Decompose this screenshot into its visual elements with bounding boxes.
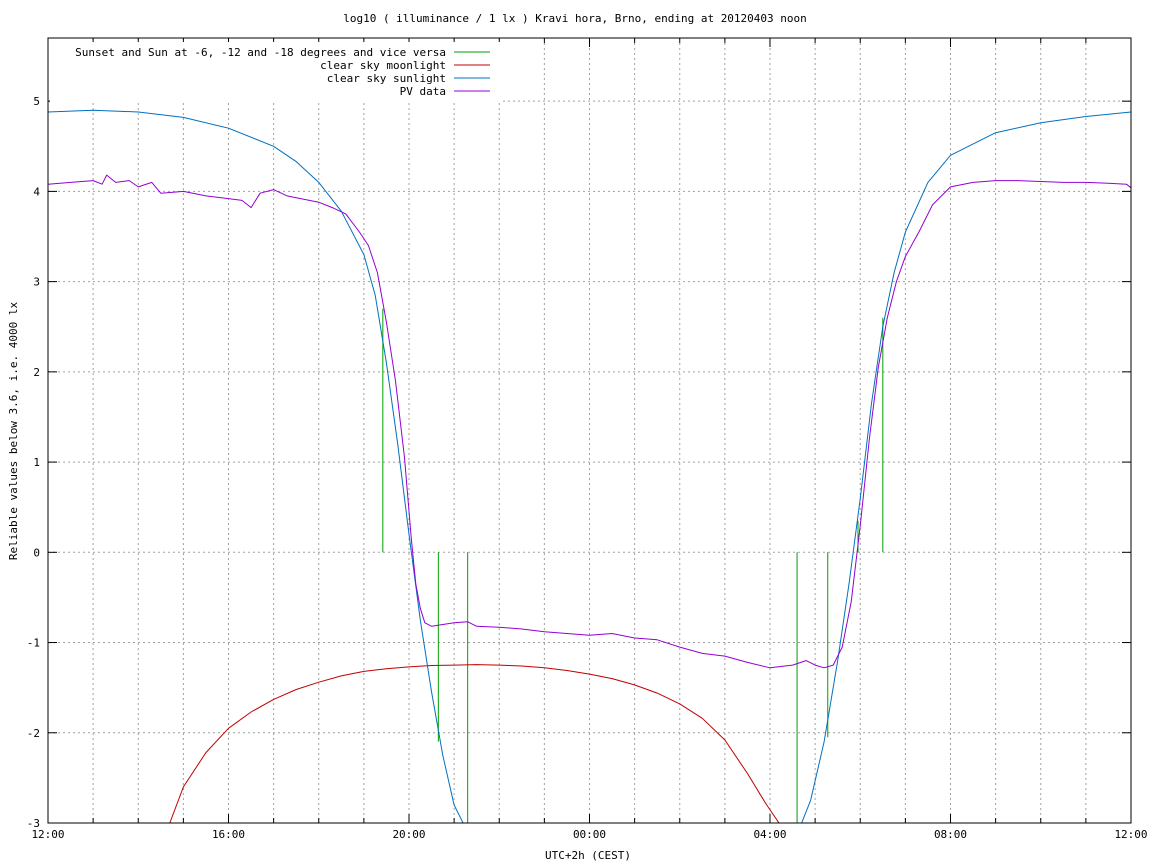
legend-label: clear sky moonlight [320,59,446,72]
y-tick-label: 0 [33,546,40,559]
x-axis-label: UTC+2h (CEST) [545,849,631,862]
legend: Sunset and Sun at -6, -12 and -18 degree… [75,46,490,98]
grid [48,38,1131,823]
y-tick-label: 5 [33,95,40,108]
x-tick-label: 20:00 [392,828,425,841]
y-axis-label: Reliable values below 3.6, i.e. 4000 lx [7,301,20,560]
y-tick-label: 2 [33,366,40,379]
plot-area [48,109,1131,823]
y-tick-label: -3 [27,817,40,830]
moonlight-line [169,664,780,823]
sunlight-line [48,109,1131,823]
x-tick-label: 12:00 [31,828,64,841]
y-tick-label: -2 [27,727,40,740]
x-tick-label: 08:00 [934,828,967,841]
x-tick-label: 04:00 [753,828,786,841]
x-tick-label: 16:00 [212,828,245,841]
y-tick-label: 3 [33,276,40,289]
plot-frame [47,37,1132,824]
series-group [48,109,1131,823]
legend-label: PV data [400,85,446,98]
y-tick-label: 4 [33,185,40,198]
y-tick-label: 1 [33,456,40,469]
legend-label: Sunset and Sun at -6, -12 and -18 degree… [75,46,446,59]
x-tick-label: 00:00 [573,828,606,841]
chart-title: log10 ( illuminance / 1 lx ) Kravi hora,… [343,12,807,25]
pv-data-line [48,174,1131,669]
legend-label: clear sky sunlight [327,72,446,85]
legend-background [50,42,500,102]
y-tick-label: -1 [27,637,40,650]
x-tick-label: 12:00 [1114,828,1147,841]
